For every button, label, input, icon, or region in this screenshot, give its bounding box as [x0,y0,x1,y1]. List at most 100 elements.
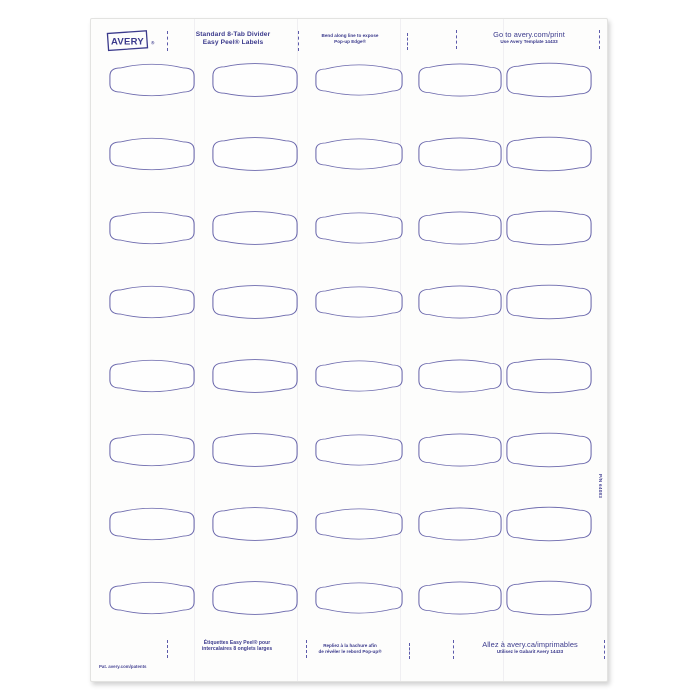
label-outline [109,359,195,393]
label-outline [212,581,298,615]
label-cell[interactable] [314,131,404,177]
footer-line-2: Utilisez le Gabarit Avery 14433 [496,649,564,655]
label-cell[interactable] [314,205,404,251]
label-cell[interactable] [108,427,196,473]
label-cell[interactable] [108,279,196,325]
label-cell[interactable] [417,279,503,325]
label-outline [315,582,403,614]
label-cell[interactable] [108,501,196,547]
dashed-tick [407,33,408,50]
label-outline [212,507,298,541]
dashed-tick [456,30,457,49]
dashed-tick [599,30,600,49]
label-cell[interactable] [417,427,503,473]
label-outline [418,137,502,171]
label-outline [109,433,195,467]
label-cell[interactable] [108,353,196,399]
footer-line-1: Repliez à la hachure afin [323,643,377,648]
dashed-tick [409,643,410,659]
label-cell[interactable] [314,427,404,473]
label-cell[interactable] [211,279,299,325]
label-cell[interactable] [314,353,404,399]
label-outline [109,63,195,97]
footer-bend-instruction-fr: Repliez à la hachure afin de révéler le … [294,643,410,659]
label-cell[interactable] [505,353,593,399]
label-outline [418,285,502,319]
label-cell[interactable] [417,353,503,399]
label-outline [315,138,403,170]
label-outline [212,359,298,393]
label-cell[interactable] [108,131,196,177]
label-cell[interactable] [211,575,299,621]
footer-product-title-fr: Étiquettes Easy Peel® pour intercalaires… [167,640,307,658]
label-outline [109,137,195,171]
label-outline [418,63,502,97]
label-outline [418,359,502,393]
label-outline [109,211,195,245]
label-outline [506,284,592,320]
label-cell[interactable] [211,205,299,251]
avery-label-sheet: AVERY ® Standard 8-Tab Divider Easy Peel… [90,18,608,682]
label-outline [315,434,403,466]
label-cell[interactable] [211,131,299,177]
footer-print-link-fr[interactable]: Allez à avery.ca/imprimables Utilisez le… [453,640,605,659]
label-cell[interactable] [505,279,593,325]
header-line-2: Pop-up Edge® [334,38,366,44]
header-line-1: Bend along line to expose [321,33,379,38]
label-outline [506,62,592,98]
label-cell[interactable] [314,57,404,103]
label-outline [212,63,298,97]
column-separator [503,19,504,681]
dashed-tick [167,31,168,51]
label-outline [315,286,403,318]
label-cell[interactable] [314,501,404,547]
footer-line-1: Étiquettes Easy Peel® pour [203,640,271,646]
label-cell[interactable] [417,57,503,103]
label-outline [506,358,592,394]
label-outline [506,136,592,172]
label-outline [212,433,298,467]
label-cell[interactable] [505,427,593,473]
label-outline [212,285,298,319]
label-cell[interactable] [211,501,299,547]
label-cell[interactable] [108,57,196,103]
label-outline [506,432,592,468]
label-cell[interactable] [211,427,299,473]
label-cell[interactable] [417,501,503,547]
label-outline [418,581,502,615]
svg-text:AVERY: AVERY [111,37,144,48]
label-cell[interactable] [108,575,196,621]
label-cell[interactable] [211,57,299,103]
footer-line-1[interactable]: Allez à avery.ca/imprimables [482,640,578,649]
label-cell[interactable] [108,205,196,251]
dashed-tick [453,640,454,659]
svg-text:®: ® [151,40,155,46]
label-cell[interactable] [505,205,593,251]
label-cell[interactable] [505,501,593,547]
dashed-tick [306,640,307,658]
label-outline [212,211,298,245]
label-outline [418,433,502,467]
label-cell[interactable] [417,575,503,621]
label-cell[interactable] [211,353,299,399]
label-cell[interactable] [314,575,404,621]
footer-line-2: intercalaires 8 onglets larges [201,646,273,653]
label-outline [506,506,592,542]
label-cell[interactable] [505,575,593,621]
label-outline [315,508,403,540]
header-line-2: Use Avery Template 14433 [500,39,558,45]
header-bend-instruction: Bend along line to expose Pop-up Edge® [296,33,408,50]
label-outline [418,211,502,245]
label-cell[interactable] [505,131,593,177]
dashed-tick [298,31,299,51]
label-cell[interactable] [417,205,503,251]
header-line-2: Easy Peel® Labels [202,39,264,47]
header-print-link[interactable]: Go to avery.com/print Use Avery Template… [456,30,600,49]
footer-line-2: de révéler le rebord Pop-up® [318,648,382,654]
label-cell[interactable] [505,57,593,103]
label-cell[interactable] [314,279,404,325]
label-outline [109,581,195,615]
label-cell[interactable] [417,131,503,177]
label-outline [506,580,592,616]
header-line-1[interactable]: Go to avery.com/print [493,30,565,39]
